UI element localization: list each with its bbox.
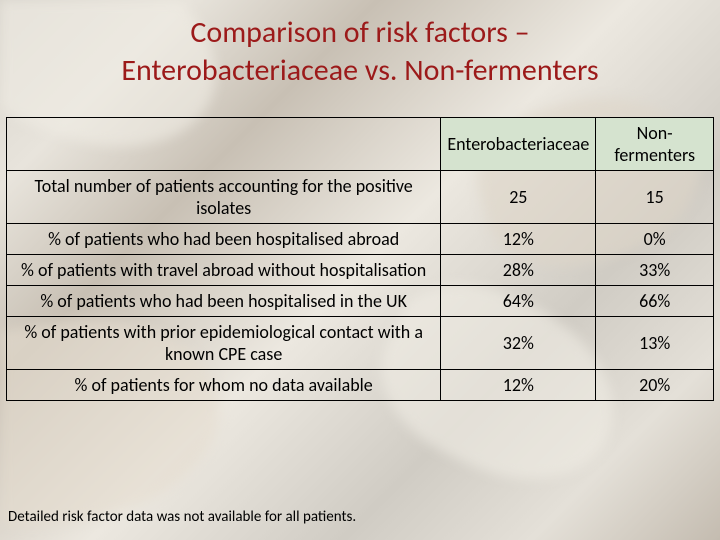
row-label: % of patients with travel abroad without…	[7, 255, 441, 286]
row-label: % of patients who had been hospitalised …	[7, 286, 441, 317]
row-label: Total number of patients accounting for …	[7, 171, 441, 224]
cell-value: 64%	[441, 286, 596, 317]
cell-value: 28%	[441, 255, 596, 286]
slide-title: Comparison of risk factors – Enterobacte…	[0, 0, 720, 95]
table-row: % of patients who had been hospitalised …	[7, 224, 714, 255]
cell-value: 13%	[596, 317, 714, 370]
table-row: % of patients who had been hospitalised …	[7, 286, 714, 317]
table-corner-cell	[7, 118, 441, 171]
cell-value: 12%	[441, 370, 596, 401]
table-row: Total number of patients accounting for …	[7, 171, 714, 224]
table-row: % of patients with prior epidemiological…	[7, 317, 714, 370]
cell-value: 12%	[441, 224, 596, 255]
risk-factors-table: Enterobacteriaceae Non-fermenters Total …	[6, 117, 714, 401]
column-header-enterobacteriaceae: Enterobacteriaceae	[441, 118, 596, 171]
slide-content: Comparison of risk factors – Enterobacte…	[0, 0, 720, 540]
cell-value: 32%	[441, 317, 596, 370]
footnote-text: Detailed risk factor data was not availa…	[8, 508, 356, 526]
cell-value: 15	[596, 171, 714, 224]
cell-value: 25	[441, 171, 596, 224]
title-line-2: Enterobacteriaceae vs. Non-fermenters	[121, 52, 598, 89]
row-label: % of patients for whom no data available	[7, 370, 441, 401]
table-body: Total number of patients accounting for …	[7, 171, 714, 401]
table-row: % of patients for whom no data available…	[7, 370, 714, 401]
cell-value: 0%	[596, 224, 714, 255]
table-header-row: Enterobacteriaceae Non-fermenters	[7, 118, 714, 171]
row-label: % of patients who had been hospitalised …	[7, 224, 441, 255]
column-header-non-fermenters: Non-fermenters	[596, 118, 714, 171]
cell-value: 20%	[596, 370, 714, 401]
cell-value: 33%	[596, 255, 714, 286]
row-label: % of patients with prior epidemiological…	[7, 317, 441, 370]
title-line-1: Comparison of risk factors –	[190, 14, 529, 51]
cell-value: 66%	[596, 286, 714, 317]
table-row: % of patients with travel abroad without…	[7, 255, 714, 286]
table-container: Enterobacteriaceae Non-fermenters Total …	[0, 95, 720, 401]
